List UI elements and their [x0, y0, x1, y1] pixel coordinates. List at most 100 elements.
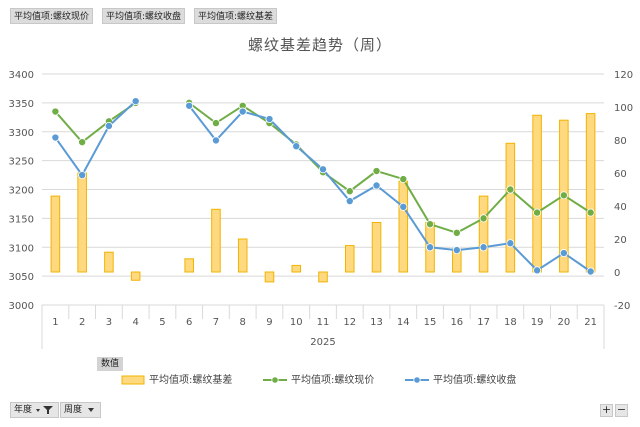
- series-point: [372, 167, 381, 176]
- y-right-tick-label: 60: [614, 169, 627, 180]
- y-left-tick-label: 3200: [9, 186, 34, 197]
- series-point: [318, 165, 327, 174]
- bar: [505, 142, 516, 273]
- y-left-tick-label: 3350: [9, 99, 34, 110]
- x-tick-label: 20: [557, 317, 570, 328]
- legend-label-spot: 平均值项:螺纹现价: [291, 375, 375, 386]
- filter-field-button-1[interactable]: 平均值项:螺纹现价: [10, 8, 94, 24]
- chevron-down-icon: [87, 407, 94, 412]
- y-right-tick-label: 80: [614, 136, 627, 147]
- collapse-button[interactable]: −: [615, 403, 628, 417]
- series-point: [78, 138, 87, 147]
- x-tick-label: 1: [52, 317, 58, 328]
- y-left-tick-label: 3300: [9, 128, 34, 139]
- bar: [264, 271, 275, 283]
- bar: [585, 113, 596, 273]
- x-tick-label: 19: [531, 317, 544, 328]
- y-left-tick-label: 3150: [9, 214, 34, 225]
- x-group-label: 2025: [310, 337, 335, 348]
- y-right-tick-label: 120: [614, 70, 633, 81]
- y-left-tick-label: 3400: [9, 70, 34, 81]
- x-tick-label: 11: [317, 317, 330, 328]
- series-line: [188, 102, 592, 234]
- series-point: [399, 175, 408, 184]
- expand-button[interactable]: +: [600, 403, 613, 417]
- x-tick-label: 3: [106, 317, 112, 328]
- series-point: [506, 239, 515, 248]
- series-point: [51, 133, 60, 142]
- series-point: [559, 249, 568, 258]
- series-line: [188, 105, 592, 273]
- x-tick-label: 5: [159, 317, 165, 328]
- bar: [130, 271, 141, 281]
- bar: [211, 208, 221, 273]
- series-point: [452, 228, 461, 237]
- bar: [237, 238, 248, 273]
- series-point: [426, 220, 435, 229]
- y-left-tick-label: 3100: [9, 243, 34, 254]
- x-tick-label: 12: [343, 317, 356, 328]
- week-field-button[interactable]: 周度: [60, 402, 101, 418]
- x-tick-label: 21: [584, 317, 597, 328]
- series-point: [426, 243, 435, 252]
- series-point: [372, 181, 381, 190]
- series-point: [586, 267, 595, 276]
- filter-field-button-2[interactable]: 平均值项:螺纹收盘: [102, 8, 186, 24]
- y-left-tick-label: 3000: [9, 301, 34, 312]
- x-tick-label: 9: [266, 317, 272, 328]
- series-point: [452, 246, 461, 255]
- x-tick-label: 7: [213, 317, 219, 328]
- x-tick-label: 4: [132, 317, 138, 328]
- series-point: [78, 171, 87, 180]
- y-left-tick-label: 3050: [9, 272, 34, 283]
- x-tick-label: 17: [477, 317, 490, 328]
- x-tick-label: 6: [186, 317, 192, 328]
- series-point: [533, 266, 542, 275]
- legend-line-swatch-icon: [405, 376, 429, 384]
- series-point: [533, 208, 542, 217]
- year-field-button[interactable]: 年度: [10, 402, 59, 418]
- y-left-tick-label: 3250: [9, 157, 34, 168]
- bar: [184, 258, 194, 273]
- series-point: [51, 107, 60, 116]
- series-point: [506, 185, 515, 194]
- bar: [104, 251, 114, 273]
- bar: [532, 114, 542, 273]
- values-field-tag[interactable]: 数值: [97, 357, 124, 371]
- filter-dropdown-icon: [35, 405, 53, 414]
- legend-line-swatch-icon: [263, 376, 287, 384]
- series-point: [104, 121, 113, 130]
- bar: [398, 180, 409, 273]
- bar: [344, 245, 355, 273]
- series-point: [479, 214, 488, 223]
- series-line: [54, 102, 137, 144]
- x-tick-label: 2: [79, 317, 85, 328]
- y-right-tick-label: 0: [614, 268, 620, 279]
- series-point: [292, 142, 301, 151]
- x-tick-label: 14: [397, 317, 410, 328]
- y-right-tick-label: 100: [614, 103, 633, 114]
- series-line: [54, 100, 137, 177]
- series-point: [345, 187, 354, 196]
- bar: [318, 271, 328, 283]
- bar: [371, 222, 382, 273]
- series-point: [559, 191, 568, 200]
- bar: [50, 195, 61, 273]
- legend-item-spot: 平均值项:螺纹现价: [262, 374, 374, 388]
- series-point: [586, 208, 595, 217]
- legend-item-basis: 平均值项:螺纹基差: [120, 374, 232, 388]
- x-tick-label: 10: [290, 317, 303, 328]
- y-right-tick-label: 40: [614, 202, 627, 213]
- bar: [291, 264, 302, 273]
- legend-label-basis: 平均值项:螺纹基差: [149, 375, 233, 386]
- series-point: [399, 202, 408, 211]
- x-tick-label: 13: [370, 317, 383, 328]
- y-right-tick-label: -20: [614, 301, 630, 312]
- filter-field-button-3[interactable]: 平均值项:螺纹基差: [194, 8, 278, 24]
- series-point: [479, 243, 488, 252]
- week-field-label: 周度: [64, 405, 83, 415]
- legend-item-close: 平均值项:螺纹收盘: [404, 374, 516, 388]
- x-tick-label: 16: [450, 317, 463, 328]
- legend-bar-swatch-icon: [121, 375, 145, 385]
